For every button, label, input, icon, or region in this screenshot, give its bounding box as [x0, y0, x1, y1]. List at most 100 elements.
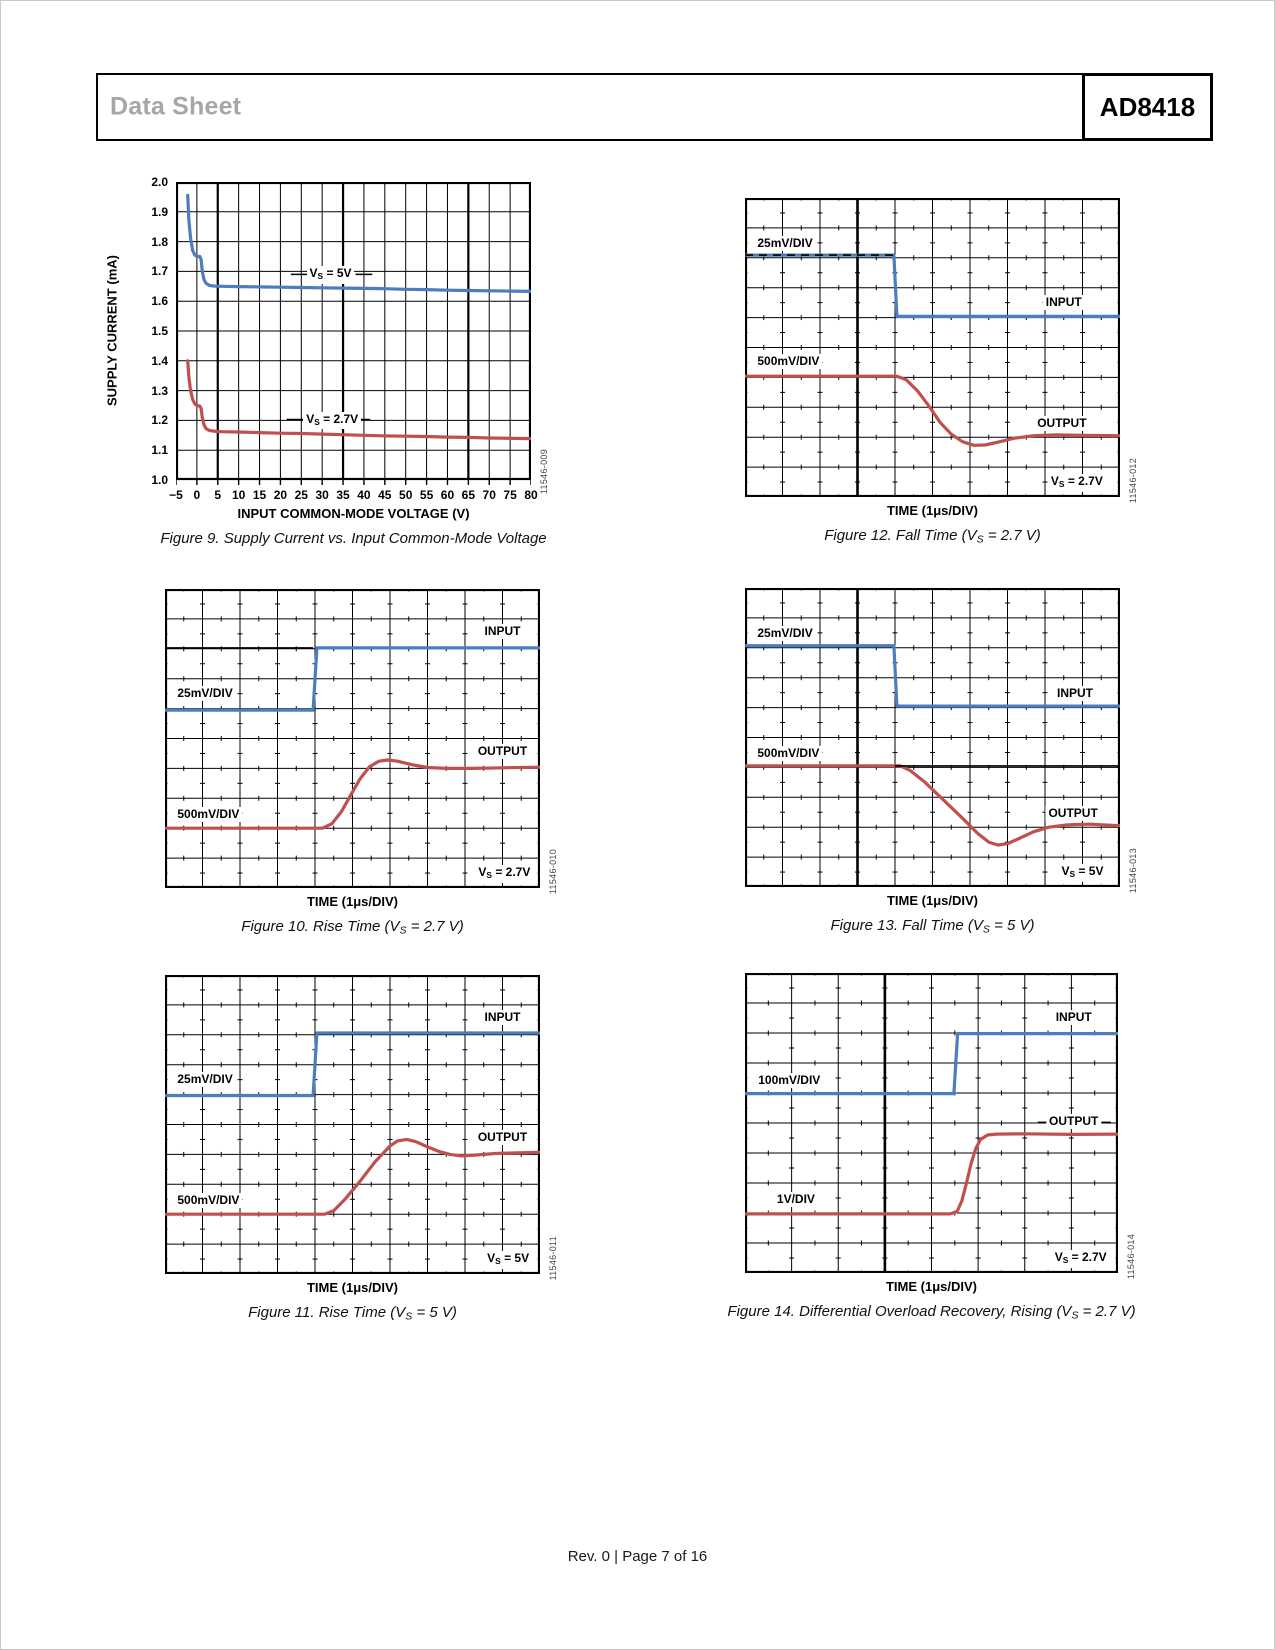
- input-label: INPUT: [1054, 686, 1096, 702]
- figure-caption: Figure 12. Fall Time (VS = 2.7 V): [824, 527, 1041, 546]
- y-tick-label: 1.5: [151, 324, 168, 338]
- series-annotation: VS = 2.7V: [303, 411, 362, 430]
- x-tick-label: 65: [461, 488, 476, 502]
- y-tick-label: 2.0: [151, 175, 168, 189]
- part-number: AD8418: [1099, 91, 1196, 122]
- x-axis-title: INPUT COMMON-MODE VOLTAGE (V): [237, 506, 470, 521]
- y-tick-label: 1.2: [151, 413, 168, 428]
- x-tick-label: 20: [273, 488, 288, 502]
- figure-caption: Figure 11. Rise Time (VS = 5 V): [248, 1304, 457, 1323]
- output-label: OUTPUT: [474, 1129, 531, 1145]
- x-tick-label: 60: [440, 488, 455, 502]
- figure-id-code: 11546-014: [1126, 1233, 1136, 1279]
- time-axis-label: TIME (1μs/DIV): [886, 503, 979, 518]
- figure-id-code: 11546-012: [1128, 457, 1138, 503]
- x-tick-label: −5: [169, 488, 183, 502]
- time-axis-label: TIME (1μs/DIV): [886, 893, 979, 908]
- vs-supply-label: VS = 5V: [484, 1251, 533, 1269]
- x-tick-label: 35: [336, 488, 350, 502]
- x-tick-label: 50: [399, 488, 413, 502]
- x-tick-label: 40: [357, 488, 371, 502]
- time-axis-label: TIME (1μs/DIV): [306, 1280, 399, 1295]
- output-label: OUTPUT: [1046, 1114, 1102, 1130]
- figure-id-code: 11546-011: [548, 1235, 558, 1280]
- document-type-label: Data Sheet: [110, 92, 242, 121]
- vs-supply-label: VS = 2.7V: [1051, 1250, 1110, 1268]
- figure-12-fall-time-scope: 25mV/DIV 500mV/DIV INPUT OUTPUT VS = 2.7V TIM…: [745, 198, 1138, 545]
- figure-id-code: 11546-013: [1128, 847, 1138, 893]
- input-label: INPUT: [1052, 1010, 1095, 1025]
- input-trace: [745, 1031, 1118, 1096]
- 25mv-div-label: 25mV/DIV: [754, 236, 816, 252]
- y-tick-label: 1.4: [151, 353, 168, 368]
- 25mv-div-label: 25mV/DIV: [754, 626, 816, 642]
- page-footer: Rev. 0 | Page 7 of 16: [567, 1548, 708, 1565]
- fig14-graticule: [745, 973, 1118, 1273]
- series-vs-2.7v: [186, 359, 531, 441]
- y-tick-label: 1.9: [151, 204, 168, 219]
- time-axis-label: TIME (1μs/DIV): [885, 1279, 978, 1294]
- x-tick-label: 55: [419, 488, 434, 502]
- output-label: OUTPUT: [1045, 805, 1101, 821]
- figure-10-rise-time-scope: 25mV/DIV 500mV/DIV INPUT OUTPUT VS = 2.7V TIM…: [165, 589, 558, 936]
- y-tick-label: 1.0: [151, 473, 168, 487]
- y-tick-label: 1.6: [151, 294, 168, 309]
- x-tick-label: 10: [231, 488, 246, 502]
- output-trace: [745, 1132, 1118, 1216]
- input-label: INPUT: [1042, 294, 1085, 310]
- input-trace: [165, 1031, 540, 1098]
- 1v-div-label: 1V/DIV: [773, 1192, 818, 1208]
- x-tick-label: 25: [294, 488, 308, 502]
- input-trace: [165, 646, 540, 712]
- time-axis-label: TIME (1μs/DIV): [306, 894, 399, 909]
- input-label: INPUT: [481, 624, 524, 640]
- x-tick-label: 15: [252, 488, 267, 502]
- 25mv-div-label: 25mV/DIV: [174, 1071, 236, 1087]
- output-label: OUTPUT: [474, 743, 531, 759]
- figure-13-fall-time-scope: 25mV/DIV 500mV/DIV INPUT OUTPUT VS = 5V TIME …: [745, 588, 1138, 935]
- figure-caption: Figure 14. Differential Overload Recover…: [727, 1303, 1136, 1322]
- x-tick-label: 30: [315, 488, 329, 502]
- 500mv-div-label: 500mV/DIV: [754, 745, 823, 761]
- x-tick-label: 70: [482, 488, 496, 502]
- output-label: OUTPUT: [1034, 415, 1090, 431]
- y-tick-label: 1.3: [151, 383, 168, 398]
- x-tick-label: 0: [193, 488, 201, 502]
- figure-caption: Figure 10. Rise Time (VS = 2.7 V): [241, 918, 464, 937]
- fig9-plot-area: [176, 182, 531, 485]
- figure-caption: Figure 9. Supply Current vs. Input Commo…: [160, 530, 547, 547]
- y-tick-label: 1.1: [151, 443, 168, 458]
- series-annotation: VS = 5V: [306, 266, 355, 285]
- input-label: INPUT: [481, 1010, 524, 1026]
- 500mv-div-label: 500mV/DIV: [174, 806, 243, 822]
- figure-caption: Figure 13. Fall Time (VS = 5 V): [830, 917, 1035, 936]
- vs-supply-label: VS = 2.7V: [475, 865, 534, 883]
- output-trace: [745, 374, 1120, 447]
- figure-id-code: 11546-009: [539, 448, 549, 494]
- header: Data Sheet AD8418: [96, 73, 1213, 141]
- series-vs-5v: [186, 193, 531, 294]
- x-tick-label: 5: [214, 488, 222, 502]
- figure-14-overload-recovery-scope: 100mV/DIV 1V/DIV INPUT OUTPUT VS = 2.7V TIME …: [727, 973, 1136, 1321]
- x-tick-label: 75: [503, 488, 517, 502]
- y-axis-title: SUPPLY CURRENT (mA): [104, 255, 120, 407]
- vs-supply-label: VS = 2.7V: [1047, 474, 1106, 492]
- output-trace: [165, 758, 540, 830]
- x-tick-label: 45: [378, 488, 392, 502]
- x-tick-label: 80: [524, 488, 538, 502]
- 500mv-div-label: 500mV/DIV: [754, 354, 823, 370]
- figure-11-rise-time-scope: 25mV/DIV 500mV/DIV INPUT OUTPUT VS = 5V TIME …: [165, 975, 558, 1322]
- fig12-graticule: [745, 198, 1120, 497]
- part-number-box: AD8418: [1082, 73, 1213, 141]
- 500mv-div-label: 500mV/DIV: [174, 1192, 243, 1208]
- output-trace: [165, 1137, 540, 1216]
- figure-id-code: 11546-010: [548, 848, 558, 894]
- 100mv-div-label: 100mV/DIV: [755, 1073, 824, 1088]
- 25mv-div-label: 25mV/DIV: [174, 685, 236, 701]
- figure-9-supply-current-chart: VS = 5V VS = 2.7V 2.0 1.9 1.8 1.7 1.6 1.5 1.4 1.3…: [105, 175, 550, 547]
- y-tick-label: 1.7: [151, 264, 168, 279]
- vs-supply-label: VS = 5V: [1058, 864, 1107, 882]
- y-tick-label: 1.8: [151, 234, 168, 249]
- fig10-graticule: [165, 589, 540, 888]
